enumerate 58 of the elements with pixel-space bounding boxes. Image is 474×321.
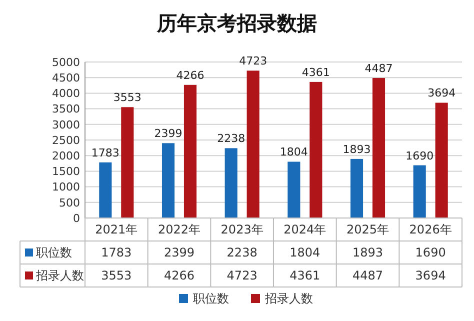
y-tick-label: 2000 xyxy=(52,149,80,162)
x-tick-label: 2023年 xyxy=(220,222,264,237)
bar xyxy=(413,165,426,218)
annotation: 1804 xyxy=(280,146,308,159)
text: 招录人数 xyxy=(265,292,313,306)
data-label: 1804 xyxy=(290,246,320,260)
data-label: 1783 xyxy=(101,246,132,260)
bar xyxy=(372,78,386,218)
data-label: 3553 xyxy=(101,268,132,283)
data-label: 2399 xyxy=(164,246,195,260)
annotation: 1690 xyxy=(406,149,434,162)
data-label: 4723 xyxy=(226,268,258,283)
annotation: 3553 xyxy=(113,91,142,104)
bar xyxy=(224,148,238,218)
bar xyxy=(435,102,448,218)
bar xyxy=(288,162,300,218)
bar xyxy=(350,158,364,218)
bar xyxy=(184,84,197,218)
y-tick-label: 1500 xyxy=(52,165,80,178)
y-tick-label: 500 xyxy=(59,196,80,210)
annotation: 1783 xyxy=(91,146,120,160)
annotation: 1893 xyxy=(342,142,371,156)
chart-title: 历年京考招录数据 xyxy=(156,11,317,35)
bar xyxy=(162,143,175,218)
x-tick-label: 2025年 xyxy=(346,222,390,237)
bar xyxy=(121,107,134,218)
bar xyxy=(246,70,260,218)
text: 职位数 xyxy=(193,292,229,306)
data-label: 1893 xyxy=(352,246,384,260)
bar xyxy=(310,82,322,218)
y-tick-label: 2500 xyxy=(52,134,80,147)
annotation: 2238 xyxy=(217,132,246,146)
y-tick-label: 3500 xyxy=(52,102,80,116)
annotation: 3694 xyxy=(428,86,456,100)
x-tick-label: 2022年 xyxy=(158,222,201,237)
annotation: 4723 xyxy=(239,54,268,68)
data-label: 4361 xyxy=(290,268,320,283)
x-tick-label: 2021年 xyxy=(95,222,138,237)
y-tick-label: 3000 xyxy=(52,118,80,132)
x-tick-label: 2026年 xyxy=(409,222,452,237)
y-tick-label: 5000 xyxy=(52,56,80,69)
y-tick-label: 0 xyxy=(73,212,80,225)
legend-label: 职位数 xyxy=(36,246,72,260)
annotation: 2399 xyxy=(154,127,182,140)
bar xyxy=(99,162,112,218)
x-tick-label: 2024年 xyxy=(284,222,326,237)
y-tick-label: 1000 xyxy=(52,180,80,194)
annotation: 4266 xyxy=(176,68,204,82)
data-label: 3694 xyxy=(415,268,446,283)
annotation: 4487 xyxy=(364,62,393,76)
y-tick-label: 4500 xyxy=(52,71,80,84)
data-label: 4487 xyxy=(352,268,384,283)
data-label: 4266 xyxy=(164,268,195,283)
annotation: 4361 xyxy=(302,66,330,79)
data-label: 2238 xyxy=(226,246,258,260)
legend-label: 招录人数 xyxy=(35,268,84,283)
data-label: 1690 xyxy=(415,246,446,260)
y-tick-label: 4000 xyxy=(52,87,80,100)
